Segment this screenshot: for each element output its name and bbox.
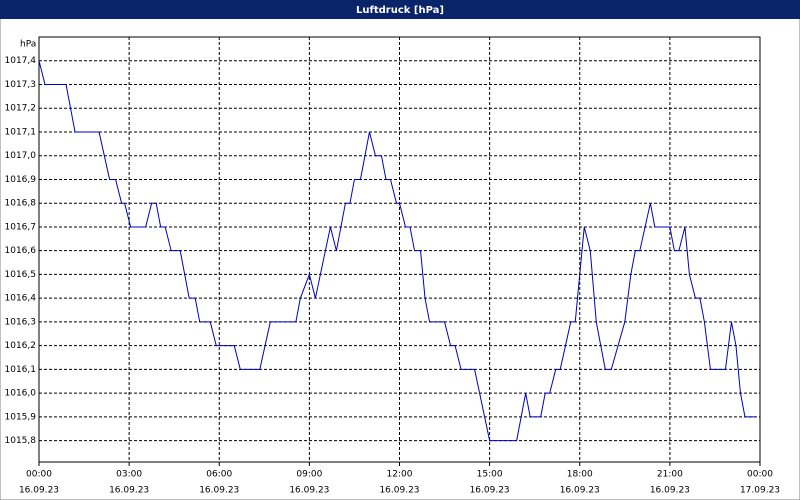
y-tick-label: 1016,6 xyxy=(5,246,37,256)
x-tick-date: 16.09.23 xyxy=(470,486,510,496)
y-tick-label: 1017,3 xyxy=(5,80,37,90)
x-tick-label: 18:00 xyxy=(567,470,593,480)
y-tick-label: 1016,1 xyxy=(5,365,37,375)
y-tick-label: 1017,4 xyxy=(5,56,37,66)
x-tick-date: 16.09.23 xyxy=(199,486,239,496)
y-tick-label: 1017,2 xyxy=(5,104,37,114)
y-tick-label: 1016,3 xyxy=(5,317,37,327)
y-tick-label: 1015,8 xyxy=(5,436,37,446)
x-tick-label: 06:00 xyxy=(206,470,232,480)
x-tick-date: 16.09.23 xyxy=(289,486,329,496)
y-tick-label: 1017,1 xyxy=(5,127,37,137)
x-tick-date: 16.09.23 xyxy=(560,486,600,496)
x-tick-label: 21:00 xyxy=(657,470,683,480)
y-tick-label: 1015,9 xyxy=(5,412,37,422)
chart-title: Luftdruck [hPa] xyxy=(356,5,444,16)
x-tick-date: 16.09.23 xyxy=(109,486,149,496)
x-tick-label: 03:00 xyxy=(116,470,142,480)
x-tick-date: 16.09.23 xyxy=(650,486,690,496)
x-tick-date: 16.09.23 xyxy=(379,486,419,496)
y-tick-label: 1016,0 xyxy=(5,389,37,399)
y-tick-label: 1016,8 xyxy=(5,199,37,209)
x-tick-label: 12:00 xyxy=(387,470,413,480)
y-tick-label: 1016,7 xyxy=(5,222,37,232)
line-series xyxy=(38,60,756,442)
x-tick-date: 16.09.23 xyxy=(19,486,59,496)
y-tick-label: 1017,0 xyxy=(5,151,37,161)
y-unit: hPa xyxy=(20,40,36,50)
y-tick-label: 1016,2 xyxy=(5,341,37,351)
x-tick-date: 17.09.23 xyxy=(740,486,780,496)
x-tick-label: 15:00 xyxy=(477,470,503,480)
x-tick-label: 00:00 xyxy=(26,470,52,480)
y-tick-label: 1016,5 xyxy=(5,270,37,280)
title-bar xyxy=(0,0,800,19)
x-tick-label: 00:00 xyxy=(747,470,773,480)
y-tick-label: 1016,9 xyxy=(5,175,37,185)
x-tick-label: 09:00 xyxy=(296,470,322,480)
y-tick-label: 1016,4 xyxy=(5,294,37,304)
